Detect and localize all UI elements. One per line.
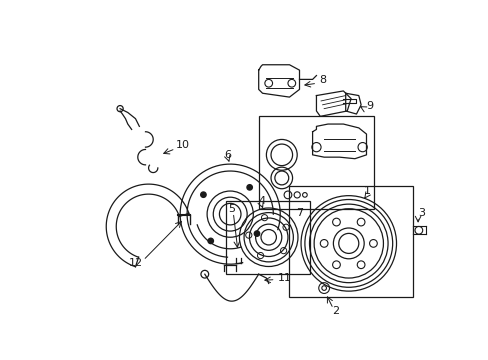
Text: 6: 6 bbox=[224, 150, 230, 160]
Circle shape bbox=[207, 238, 213, 244]
Circle shape bbox=[200, 192, 206, 197]
Circle shape bbox=[254, 231, 259, 236]
Text: 12: 12 bbox=[128, 258, 142, 267]
Text: 5: 5 bbox=[228, 204, 235, 214]
Text: 9: 9 bbox=[366, 101, 373, 111]
Text: 3: 3 bbox=[417, 208, 424, 217]
Circle shape bbox=[246, 185, 252, 190]
Text: 10: 10 bbox=[175, 140, 189, 150]
Bar bbox=[289, 186, 412, 297]
Text: 11: 11 bbox=[277, 273, 291, 283]
Bar bbox=[258, 116, 373, 209]
Text: 4: 4 bbox=[258, 196, 265, 206]
Bar bbox=[226, 201, 309, 274]
Text: 7: 7 bbox=[295, 208, 302, 217]
Text: 2: 2 bbox=[331, 306, 338, 316]
Text: 1: 1 bbox=[364, 186, 370, 196]
Text: 8: 8 bbox=[318, 75, 325, 85]
